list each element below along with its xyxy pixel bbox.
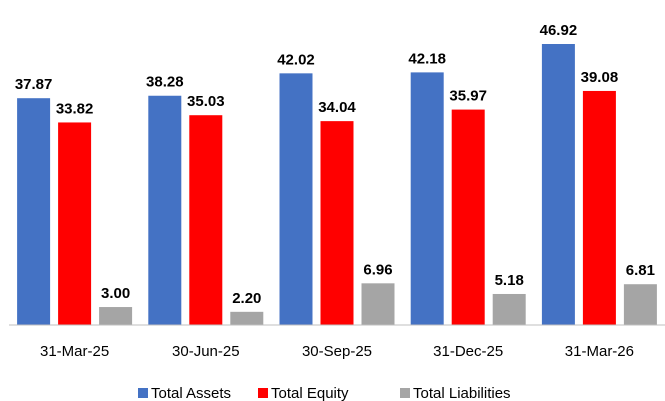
bar bbox=[410, 72, 444, 325]
bar bbox=[58, 122, 92, 325]
x-tick-label: 31-Dec-25 bbox=[433, 343, 503, 360]
x-tick-label: 31-Mar-26 bbox=[565, 343, 634, 360]
legend-swatch bbox=[258, 388, 268, 398]
legend-swatch bbox=[138, 388, 148, 398]
legend-label: Total Assets bbox=[151, 385, 231, 401]
data-label: 6.96 bbox=[363, 261, 392, 278]
data-label: 5.18 bbox=[495, 272, 524, 289]
data-label: 37.87 bbox=[15, 76, 53, 93]
x-tick-label: 30-Jun-25 bbox=[172, 343, 240, 360]
data-label: 46.92 bbox=[540, 22, 578, 39]
x-tick-label: 31-Mar-25 bbox=[40, 343, 109, 360]
data-label: 34.04 bbox=[318, 99, 356, 116]
bar bbox=[361, 283, 395, 325]
bar bbox=[279, 73, 313, 325]
bar bbox=[320, 121, 354, 325]
bar bbox=[99, 307, 133, 325]
legend-label: Total Liabilities bbox=[413, 385, 511, 401]
x-tick-label: 30-Sep-25 bbox=[302, 343, 372, 360]
bar bbox=[492, 293, 526, 325]
data-label: 2.20 bbox=[232, 290, 261, 307]
data-label: 3.00 bbox=[101, 285, 130, 302]
data-label: 6.81 bbox=[626, 262, 655, 279]
bar bbox=[189, 115, 223, 326]
data-label: 39.08 bbox=[581, 69, 619, 86]
bar bbox=[148, 95, 182, 325]
data-label: 35.97 bbox=[449, 88, 487, 105]
bar bbox=[17, 98, 51, 325]
data-label: 42.02 bbox=[277, 51, 315, 68]
legend-swatch bbox=[400, 388, 410, 398]
data-label: 35.03 bbox=[187, 93, 225, 110]
legend-label: Total Equity bbox=[271, 385, 349, 401]
bar bbox=[541, 44, 575, 325]
data-label: 42.18 bbox=[408, 50, 446, 67]
bar bbox=[582, 90, 616, 325]
data-label: 38.28 bbox=[146, 74, 184, 91]
bar bbox=[451, 109, 485, 325]
data-label: 33.82 bbox=[56, 100, 94, 117]
bar bbox=[230, 311, 264, 325]
bar bbox=[623, 284, 657, 325]
